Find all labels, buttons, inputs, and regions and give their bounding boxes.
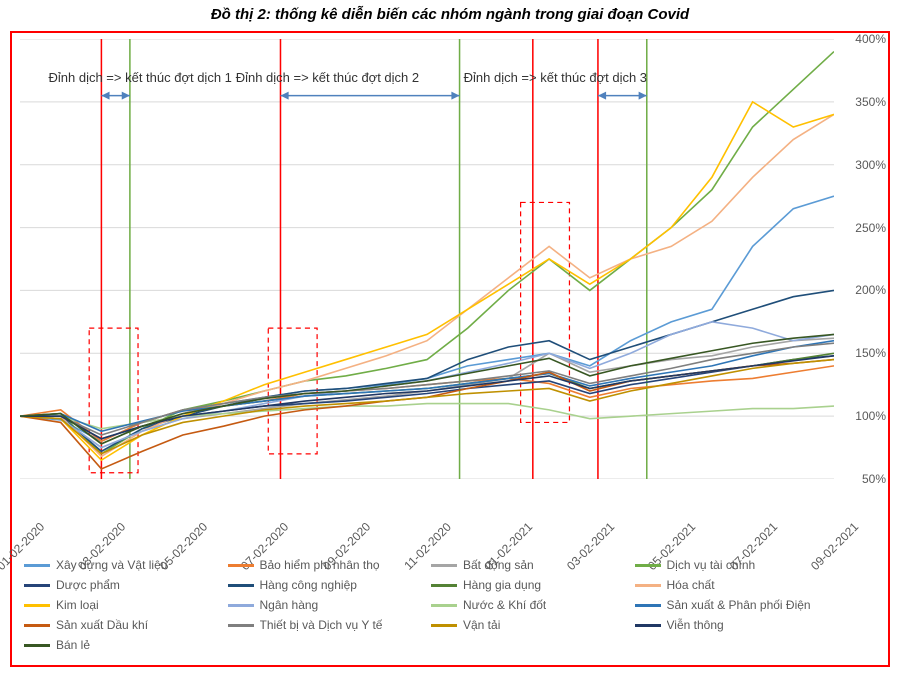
y-tick-label: 150%: [855, 346, 886, 360]
legend-label: Bảo hiểm phi nhân thọ: [260, 558, 380, 572]
legend-label: Bán lẻ: [56, 638, 90, 652]
legend-item: Bảo hiểm phi nhân thọ: [228, 558, 424, 572]
legend-item: Dịch vụ tài chính: [635, 558, 831, 572]
legend-item: Nước & Khí đốt: [431, 598, 627, 612]
legend-item: Hàng công nghiệp: [228, 578, 424, 592]
legend-label: Dược phẩm: [56, 578, 120, 592]
legend-label: Dịch vụ tài chính: [667, 558, 756, 572]
annotation-text: Đỉnh dịch => kết thúc đợt dịch 1: [48, 70, 231, 85]
legend-item: Dược phẩm: [24, 578, 220, 592]
legend-item: Hàng gia dụng: [431, 578, 627, 592]
legend-label: Hóa chất: [667, 578, 715, 592]
legend-swatch: [24, 564, 50, 567]
legend-item: Ngân hàng: [228, 598, 424, 612]
legend-label: Vận tải: [463, 618, 500, 632]
legend-label: Bất động sản: [463, 558, 534, 572]
legend-item: Bán lẻ: [24, 638, 220, 652]
chart-container: Đỉnh dịch => kết thúc đợt dịch 1 Đỉnh dịc…: [10, 31, 890, 667]
legend-label: Thiết bị và Dịch vụ Y tế: [260, 618, 383, 632]
legend-swatch: [228, 564, 254, 567]
legend-swatch: [228, 584, 254, 587]
legend-item: Bất động sản: [431, 558, 627, 572]
annotation-text: Đỉnh dịch => kết thúc đợt dịch 2: [236, 70, 419, 85]
y-axis: 50%100%150%200%250%300%350%400%: [840, 39, 888, 479]
legend-swatch: [431, 584, 457, 587]
legend-swatch: [228, 604, 254, 607]
x-axis: 01-02-202003-02-202005-02-202007-02-2020…: [20, 481, 834, 551]
y-tick-label: 350%: [855, 95, 886, 109]
legend-swatch: [635, 584, 661, 587]
legend-item: Thiết bị và Dịch vụ Y tế: [228, 618, 424, 632]
y-tick-label: 200%: [855, 283, 886, 297]
legend-swatch: [24, 624, 50, 627]
legend-label: Hàng gia dụng: [463, 578, 541, 592]
legend-label: Xây dựng và Vật liệu: [56, 558, 167, 572]
legend-swatch: [635, 564, 661, 567]
legend-label: Kim loại: [56, 598, 99, 612]
legend-item: Xây dựng và Vật liệu: [24, 558, 220, 572]
legend-label: Sản xuất & Phân phối Điện: [667, 598, 811, 612]
legend-swatch: [635, 604, 661, 607]
plot-area: Đỉnh dịch => kết thúc đợt dịch 1 Đỉnh dịc…: [20, 39, 834, 479]
legend-item: Kim loại: [24, 598, 220, 612]
legend-item: Sản xuất Dầu khí: [24, 618, 220, 632]
legend-label: Hàng công nghiệp: [260, 578, 357, 592]
legend-swatch: [24, 644, 50, 647]
legend-label: Nước & Khí đốt: [463, 598, 546, 612]
legend-swatch: [24, 584, 50, 587]
legend-swatch: [431, 604, 457, 607]
legend-item: Viễn thông: [635, 618, 831, 632]
annotation-text: Đỉnh dịch => kết thúc đợt dịch 3: [464, 70, 647, 85]
legend-item: Vận tải: [431, 618, 627, 632]
y-tick-label: 250%: [855, 221, 886, 235]
legend-item: Hóa chất: [635, 578, 831, 592]
legend-swatch: [431, 624, 457, 627]
legend-swatch: [228, 624, 254, 627]
chart-title: Đồ thị 2: thống kê diễn biến các nhóm ng…: [0, 0, 900, 31]
legend-label: Ngân hàng: [260, 598, 319, 612]
legend-swatch: [431, 564, 457, 567]
legend-swatch: [635, 624, 661, 627]
legend-swatch: [24, 604, 50, 607]
y-tick-label: 50%: [862, 472, 886, 486]
y-tick-label: 100%: [855, 409, 886, 423]
legend-label: Sản xuất Dầu khí: [56, 618, 148, 632]
legend: Xây dựng và Vật liệu Bảo hiểm phi nhân th…: [20, 553, 834, 661]
y-tick-label: 300%: [855, 158, 886, 172]
legend-label: Viễn thông: [667, 618, 724, 632]
y-tick-label: 400%: [855, 32, 886, 46]
legend-item: Sản xuất & Phân phối Điện: [635, 598, 831, 612]
